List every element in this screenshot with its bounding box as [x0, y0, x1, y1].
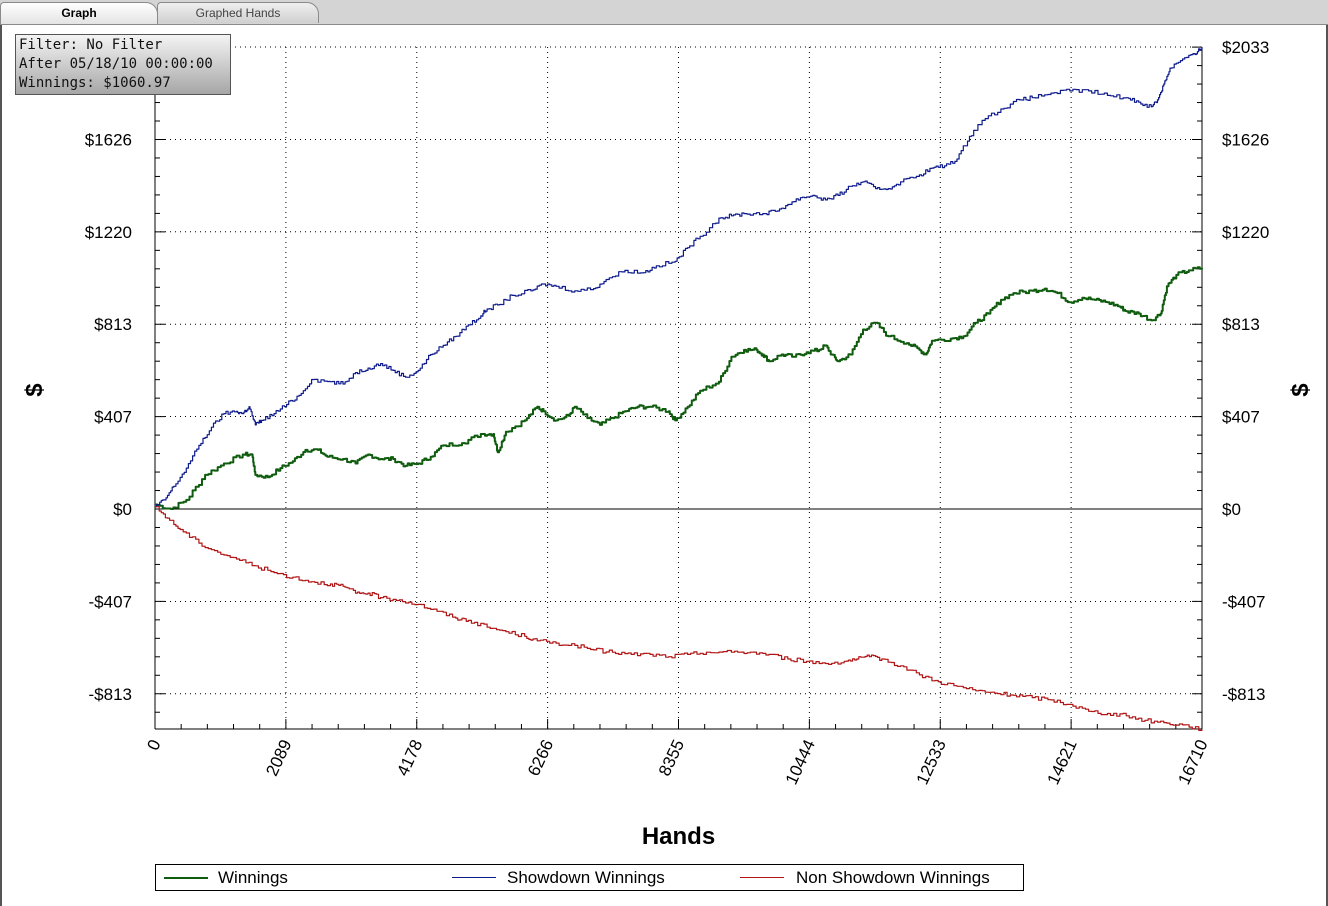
x-axis-label: Hands: [642, 823, 715, 850]
x-tick-label: 14621: [1044, 737, 1081, 788]
date-filter-text: After 05/18/10 00:00:00: [19, 56, 213, 72]
y-tick-label-left: $1626: [85, 130, 132, 149]
y-axis-label-right: $: [1287, 383, 1314, 397]
tab-bar: Graph Graphed Hands: [0, 0, 1328, 25]
y-tick-label-left: $1220: [85, 223, 132, 242]
legend-swatch-showdown: [452, 877, 496, 878]
legend-label-showdown: Showdown Winnings: [507, 868, 665, 887]
y-tick-label-left: $407: [94, 408, 132, 427]
legend-label-non-showdown: Non Showdown Winnings: [796, 868, 990, 887]
chart-legend: Winnings Showdown Winnings Non Showdown …: [155, 864, 1024, 891]
y-tick-label-left: -$407: [89, 592, 132, 611]
info-box: Filter: No Filter After 05/18/10 00:00:0…: [15, 34, 231, 95]
y-tick-label-right: -$407: [1222, 592, 1265, 611]
y-tick-label-right: $813: [1222, 315, 1260, 334]
filter-text: Filter: No Filter: [19, 37, 163, 53]
winnings-line: [155, 266, 1203, 510]
tab-graph[interactable]: Graph: [0, 2, 158, 24]
winnings-total-text: Winnings: $1060.97: [19, 75, 171, 91]
y-tick-label-right: $0: [1222, 500, 1241, 519]
y-axis-label-left: $: [21, 383, 48, 397]
x-tick-label: 16710: [1174, 737, 1211, 788]
y-tick-label-left: $813: [94, 315, 132, 334]
x-tick-label: 8355: [655, 737, 688, 779]
non-showdown-winnings-line: [155, 506, 1203, 731]
legend-label-winnings: Winnings: [218, 868, 288, 887]
tab-graphed-hands[interactable]: Graphed Hands: [157, 2, 319, 23]
y-tick-label-right: -$813: [1222, 685, 1265, 704]
y-tick-label-right: $407: [1222, 408, 1260, 427]
x-tick-label: 0: [143, 737, 164, 754]
legend-swatch-winnings: [164, 877, 208, 879]
winnings-chart: $2033$2033$1626$1626$1220$1220$813$813$4…: [21, 38, 1314, 850]
x-tick-label: 4178: [393, 737, 426, 779]
showdown-winnings-line: [155, 47, 1203, 508]
window-frame-left: [0, 25, 2, 906]
x-tick-label: 12533: [913, 737, 950, 788]
y-tick-label-right: $1220: [1222, 223, 1269, 242]
y-tick-label-left: -$813: [89, 685, 132, 704]
x-tick-label: 10444: [782, 737, 819, 788]
x-tick-label: 2089: [262, 737, 295, 779]
legend-swatch-non-showdown: [740, 877, 784, 878]
x-tick-label: 6266: [524, 737, 557, 779]
y-tick-label-right: $1626: [1222, 130, 1269, 149]
y-tick-label-left: $0: [113, 500, 132, 519]
window-frame-right: [1326, 25, 1328, 906]
y-tick-label-right: $2033: [1222, 38, 1269, 57]
